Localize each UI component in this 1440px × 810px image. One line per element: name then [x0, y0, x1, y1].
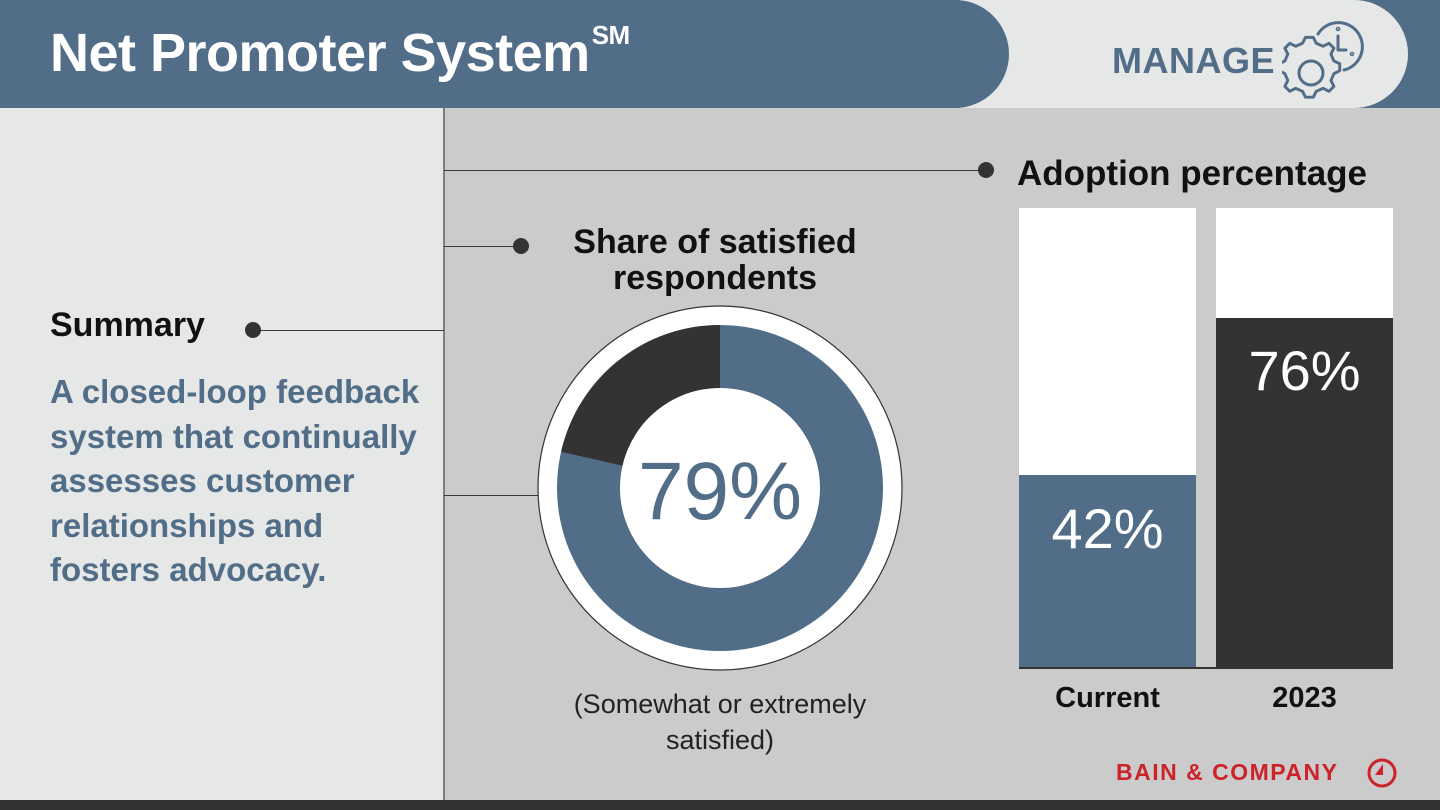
- summary-text: A closed-loop feedback system that conti…: [50, 373, 420, 588]
- footer-strip: [0, 800, 1440, 810]
- bain-logo-icon: [1367, 758, 1397, 788]
- adoption-connector: [444, 170, 988, 171]
- bar-2023-label: 2023: [1272, 682, 1337, 714]
- donut-center-value: 79%: [638, 446, 802, 537]
- bar-2023-value: 76%: [1248, 339, 1361, 402]
- share-title: Share of satisfied respondents: [573, 223, 857, 297]
- summary-connector: [258, 330, 444, 331]
- adoption-dot: [978, 162, 994, 178]
- bar-current-label: Current: [1055, 682, 1160, 714]
- donut-connector: [444, 495, 540, 496]
- gear-clock-icon: [1282, 21, 1364, 99]
- bar-current: 42%: [1019, 208, 1196, 668]
- adoption-title: Adoption percentage: [1017, 154, 1368, 193]
- summary-dot: [245, 322, 261, 338]
- page-title: Net Promoter SystemSM: [50, 20, 631, 83]
- connector-vertical: [443, 108, 445, 800]
- share-connector: [444, 246, 522, 247]
- service-mark: SM: [591, 20, 631, 50]
- stage-pill: [960, 0, 1408, 108]
- summary-label: Summary: [50, 306, 205, 344]
- bar-current-value: 42%: [1051, 497, 1164, 560]
- bar-2023: 76%: [1216, 208, 1393, 668]
- satisfaction-donut-chart: 79%: [537, 305, 903, 671]
- stage-label: MANAGE: [1112, 40, 1275, 81]
- summary-panel: [0, 108, 443, 800]
- brand-logo-text: BAIN & COMPANY: [1116, 759, 1339, 785]
- donut-caption: (Somewhat or extremely satisfied): [573, 689, 867, 755]
- header-band-cap: [905, 0, 1009, 108]
- share-dot: [513, 238, 529, 254]
- bar-current-fill: [1019, 475, 1196, 668]
- bar-2023-fill: [1216, 318, 1393, 668]
- bar-axis: [1019, 667, 1393, 669]
